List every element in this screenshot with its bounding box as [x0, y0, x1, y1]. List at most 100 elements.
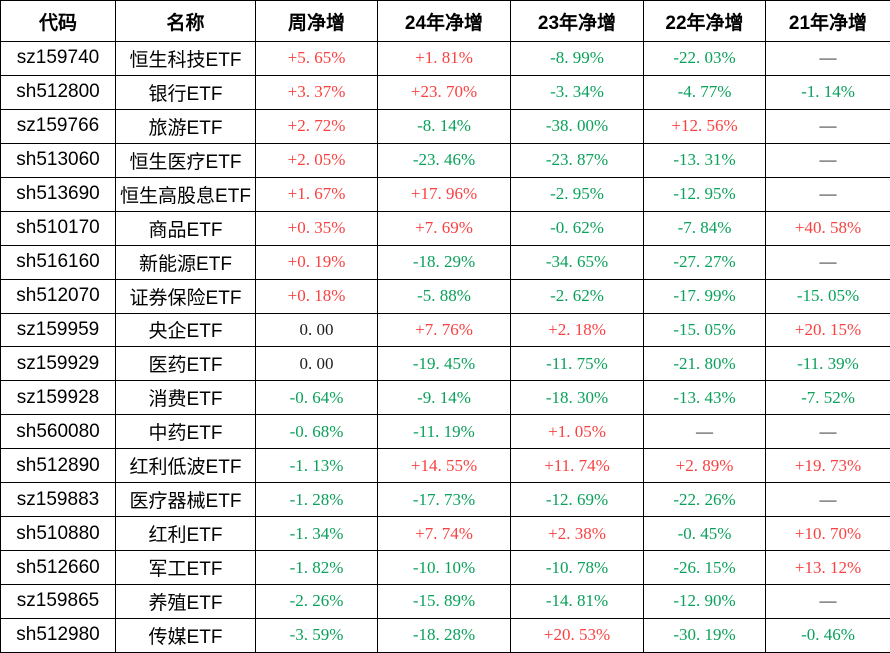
name-cell: 中药ETF	[115, 414, 256, 450]
value-cell: -7. 84%	[643, 210, 766, 246]
value-cell: 0. 00	[255, 312, 378, 348]
code-cell: sh513060	[0, 142, 116, 178]
value-cell: -1. 13%	[255, 448, 378, 484]
code-cell: sh512070	[0, 278, 116, 314]
code-cell: sh512980	[0, 617, 116, 653]
value-cell: -0. 46%	[765, 617, 890, 653]
code-cell: sh560080	[0, 414, 116, 450]
table-row: sh513060 恒生医疗ETF +2. 05% -23. 46% -23. 8…	[0, 142, 890, 178]
code-cell: sh512800	[0, 74, 116, 110]
value-cell: -22. 26%	[643, 482, 766, 518]
value-cell: +20. 53%	[510, 617, 644, 653]
name-cell: 养殖ETF	[115, 584, 256, 619]
value-cell: —	[765, 142, 890, 178]
name-cell: 恒生高股息ETF	[115, 176, 256, 212]
value-cell: -11. 75%	[510, 346, 644, 382]
value-cell: +40. 58%	[765, 210, 890, 246]
value-cell: +0. 18%	[255, 278, 378, 314]
code-cell: sh516160	[0, 244, 116, 280]
value-cell: -2. 62%	[510, 278, 644, 314]
header-week-change: 周净增	[255, 0, 378, 42]
value-cell: —	[765, 584, 890, 619]
value-cell: +7. 74%	[377, 516, 511, 552]
value-cell: -15. 89%	[377, 584, 511, 619]
table-row: sh512980 传媒ETF -3. 59% -18. 28% +20. 53%…	[0, 617, 890, 653]
value-cell: +17. 96%	[377, 176, 511, 212]
value-cell: -12. 69%	[510, 482, 644, 518]
value-cell: -13. 43%	[643, 380, 766, 416]
table-row: sz159740 恒生科技ETF +5. 65% +1. 81% -8. 99%…	[0, 41, 890, 76]
value-cell: -26. 15%	[643, 550, 766, 585]
value-cell: +14. 55%	[377, 448, 511, 484]
table-row: sh510170 商品ETF +0. 35% +7. 69% -0. 62% -…	[0, 210, 890, 246]
header-row: 代码 名称 周净增 24年净增 23年净增 22年净增 21年净增	[0, 0, 890, 42]
value-cell: +3. 37%	[255, 74, 378, 110]
name-cell: 红利低波ETF	[115, 448, 256, 484]
value-cell: -0. 45%	[643, 516, 766, 552]
value-cell: -10. 78%	[510, 550, 644, 585]
name-cell: 消费ETF	[115, 380, 256, 416]
table-row: sh510880 红利ETF -1. 34% +7. 74% +2. 38% -…	[0, 516, 890, 552]
value-cell: +7. 76%	[377, 312, 511, 348]
header-name: 名称	[115, 0, 256, 42]
value-cell: -2. 26%	[255, 584, 378, 619]
value-cell: +12. 56%	[643, 108, 766, 144]
name-cell: 恒生科技ETF	[115, 41, 256, 76]
header-2022-change: 22年净增	[643, 0, 766, 42]
name-cell: 红利ETF	[115, 516, 256, 552]
value-cell: -17. 73%	[377, 482, 511, 518]
value-cell: +2. 18%	[510, 312, 644, 348]
code-cell: sh510880	[0, 516, 116, 552]
table-row: sh560080 中药ETF -0. 68% -11. 19% +1. 05% …	[0, 414, 890, 450]
table-row: sz159928 消费ETF -0. 64% -9. 14% -18. 30% …	[0, 380, 890, 416]
value-cell: —	[643, 414, 766, 450]
table-row: sz159929 医药ETF 0. 00 -19. 45% -11. 75% -…	[0, 346, 890, 382]
name-cell: 传媒ETF	[115, 617, 256, 653]
header-2023-change: 23年净增	[510, 0, 644, 42]
header-2021-change: 21年净增	[765, 0, 890, 42]
value-cell: -4. 77%	[643, 74, 766, 110]
value-cell: +19. 73%	[765, 448, 890, 484]
table-row: sh512660 军工ETF -1. 82% -10. 10% -10. 78%…	[0, 550, 890, 585]
value-cell: +2. 05%	[255, 142, 378, 178]
name-cell: 证券保险ETF	[115, 278, 256, 314]
value-cell: +2. 89%	[643, 448, 766, 484]
table-row: sz159865 养殖ETF -2. 26% -15. 89% -14. 81%…	[0, 584, 890, 619]
value-cell: -15. 05%	[643, 312, 766, 348]
name-cell: 医疗器械ETF	[115, 482, 256, 518]
value-cell: —	[765, 482, 890, 518]
value-cell: +1. 81%	[377, 41, 511, 76]
code-cell: sz159928	[0, 380, 116, 416]
value-cell: -1. 34%	[255, 516, 378, 552]
value-cell: -30. 19%	[643, 617, 766, 653]
value-cell: -8. 14%	[377, 108, 511, 144]
value-cell: +20. 15%	[765, 312, 890, 348]
value-cell: -1. 82%	[255, 550, 378, 585]
value-cell: +5. 65%	[255, 41, 378, 76]
value-cell: -18. 30%	[510, 380, 644, 416]
value-cell: +7. 69%	[377, 210, 511, 246]
value-cell: -12. 95%	[643, 176, 766, 212]
value-cell: -14. 81%	[510, 584, 644, 619]
value-cell: -27. 27%	[643, 244, 766, 280]
value-cell: -18. 29%	[377, 244, 511, 280]
code-cell: sz159740	[0, 41, 116, 76]
value-cell: 0. 00	[255, 346, 378, 382]
value-cell: -12. 90%	[643, 584, 766, 619]
value-cell: +11. 74%	[510, 448, 644, 484]
value-cell: +1. 05%	[510, 414, 644, 450]
value-cell: -11. 39%	[765, 346, 890, 382]
value-cell: +1. 67%	[255, 176, 378, 212]
value-cell: +13. 12%	[765, 550, 890, 585]
header-code: 代码	[0, 0, 116, 42]
value-cell: -9. 14%	[377, 380, 511, 416]
name-cell: 新能源ETF	[115, 244, 256, 280]
table-row: sh512070 证券保险ETF +0. 18% -5. 88% -2. 62%…	[0, 278, 890, 314]
value-cell: -5. 88%	[377, 278, 511, 314]
code-cell: sz159929	[0, 346, 116, 382]
value-cell: -38. 00%	[510, 108, 644, 144]
value-cell: -1. 28%	[255, 482, 378, 518]
value-cell: -7. 52%	[765, 380, 890, 416]
code-cell: sh510170	[0, 210, 116, 246]
